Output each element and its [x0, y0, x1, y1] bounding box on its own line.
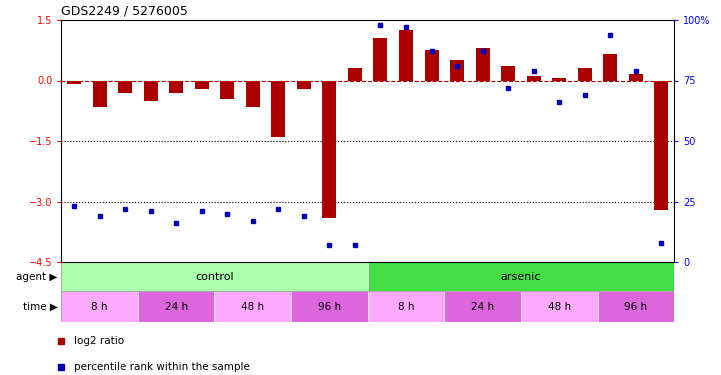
Bar — [629, 75, 643, 81]
Text: 96 h: 96 h — [624, 302, 647, 312]
Text: GSM67016: GSM67016 — [580, 262, 589, 303]
Text: percentile rank within the sample: percentile rank within the sample — [74, 362, 250, 372]
Text: GSM67013: GSM67013 — [504, 262, 513, 303]
Text: GSM67029: GSM67029 — [69, 262, 79, 303]
Bar — [322, 81, 337, 218]
Bar — [215, 291, 291, 322]
Bar — [92, 81, 107, 107]
Bar — [143, 81, 158, 100]
Bar — [169, 81, 183, 93]
Text: GSM67021: GSM67021 — [632, 262, 640, 303]
Bar — [291, 291, 368, 322]
Text: GSM67014: GSM67014 — [529, 262, 538, 303]
Text: log2 ratio: log2 ratio — [74, 336, 125, 345]
Bar — [598, 291, 674, 322]
Bar — [61, 262, 368, 291]
Bar — [138, 291, 215, 322]
Text: 48 h: 48 h — [242, 302, 265, 312]
Text: GSM67034: GSM67034 — [350, 262, 360, 304]
Text: GSM67017: GSM67017 — [376, 262, 385, 303]
Bar — [368, 291, 444, 322]
Text: GSM67012: GSM67012 — [478, 262, 487, 303]
Text: GSM67031: GSM67031 — [120, 262, 130, 303]
Bar — [297, 81, 311, 88]
Text: 8 h: 8 h — [398, 302, 415, 312]
Bar — [61, 291, 138, 322]
Bar — [246, 81, 260, 107]
Text: GSM67015: GSM67015 — [554, 262, 564, 303]
Text: GSM67026: GSM67026 — [223, 262, 231, 303]
Text: GSM67020: GSM67020 — [606, 262, 615, 303]
Text: GSM67030: GSM67030 — [95, 262, 104, 304]
Bar — [271, 81, 286, 137]
Text: GSM67032: GSM67032 — [299, 262, 309, 303]
Bar — [476, 48, 490, 81]
Text: 96 h: 96 h — [318, 302, 341, 312]
Text: GSM67028: GSM67028 — [274, 262, 283, 303]
Bar — [501, 66, 516, 81]
Bar — [118, 81, 132, 93]
Bar — [526, 76, 541, 81]
Bar — [348, 68, 362, 81]
Bar — [655, 81, 668, 210]
Text: GSM67023: GSM67023 — [146, 262, 155, 303]
Text: agent ▶: agent ▶ — [17, 272, 58, 282]
Bar — [578, 68, 592, 81]
Text: GSM67019: GSM67019 — [427, 262, 436, 303]
Bar — [399, 30, 413, 81]
Text: GSM67022: GSM67022 — [657, 262, 666, 303]
Bar — [373, 38, 387, 81]
Bar — [603, 54, 617, 81]
Text: time ▶: time ▶ — [23, 302, 58, 312]
Bar — [444, 291, 521, 322]
Text: GSM67018: GSM67018 — [402, 262, 410, 303]
Text: 48 h: 48 h — [548, 302, 571, 312]
Text: GSM67011: GSM67011 — [453, 262, 461, 303]
Text: GSM67024: GSM67024 — [172, 262, 181, 303]
Text: 24 h: 24 h — [471, 302, 494, 312]
Bar — [195, 81, 209, 88]
Bar — [67, 81, 81, 84]
Bar — [368, 262, 674, 291]
Bar — [425, 50, 438, 81]
Bar — [450, 60, 464, 81]
Bar — [220, 81, 234, 99]
Bar — [521, 291, 598, 322]
Text: 8 h: 8 h — [92, 302, 108, 312]
Text: GSM67033: GSM67033 — [325, 262, 334, 304]
Text: GDS2249 / 5276005: GDS2249 / 5276005 — [61, 4, 188, 18]
Text: control: control — [195, 272, 234, 282]
Text: GSM67027: GSM67027 — [248, 262, 257, 303]
Text: arsenic: arsenic — [500, 272, 541, 282]
Bar — [552, 78, 566, 81]
Text: 24 h: 24 h — [164, 302, 187, 312]
Text: GSM67025: GSM67025 — [198, 262, 206, 303]
